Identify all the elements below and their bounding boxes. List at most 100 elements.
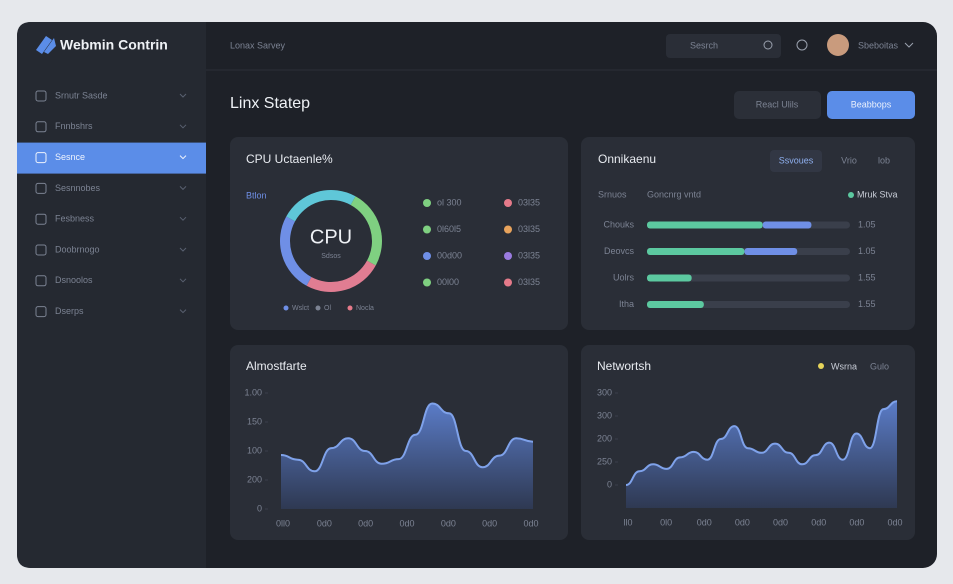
y-tick-label: 200 [247,474,262,484]
menu-item[interactable]: Fnnbshrs [55,121,93,131]
bar-row-label: Itha [619,299,634,309]
search-hint: Lonax Sarvey [230,40,286,50]
user-name[interactable]: Sbeboitas [858,40,899,50]
stat-label: 00l00 [437,277,459,287]
legend-dot [315,305,321,311]
search-button[interactable] [796,39,808,51]
menu-item[interactable]: Dsnoolos [55,275,93,285]
stat-label: 03l35 [518,250,540,260]
usage-col-header: Goncnrg vntd [647,189,701,199]
legend-label: Wslct [292,305,309,312]
area-fill [626,401,897,508]
stat-dot [504,278,512,287]
user-caret[interactable] [904,42,914,48]
button-secondary-label[interactable]: Reacl Ulils [756,99,799,109]
donut-segment [280,216,312,286]
menu-icon [35,244,47,256]
x-tick-label: 0d0 [441,518,456,528]
page-title: Linx Statep [230,95,310,112]
bar-value-label: 1.05 [858,246,876,256]
donut-center: CPU [310,226,352,248]
sidebar-menu: Srnutr Sasde Fnnbshrs Sesnce Sesnnobes Fesbn… [17,90,206,318]
menu-item[interactable]: Fesbness [55,214,95,224]
stat-dot [423,252,431,260]
menu-caret [179,124,187,129]
usage-col-header: Srnuos [598,189,627,199]
stat-dot [504,225,512,234]
x-tick-label: 0ll0 [276,518,290,528]
area-legend-dot [818,363,824,369]
x-tick-label: 0d0 [523,518,538,528]
sidebar [17,22,206,568]
search-box[interactable] [666,34,781,58]
stat-dot [423,225,431,234]
area-line [625,400,898,486]
menu-icon [35,213,47,225]
menu-icon [35,90,47,102]
button-secondary[interactable] [734,91,821,119]
menu-item[interactable]: Doobrnogo [55,244,100,254]
donut-segment [350,196,382,266]
bar-segment [647,274,692,282]
y-tick-label: 100 [247,445,262,455]
donut-segment [306,260,376,292]
search-icon[interactable] [763,40,773,50]
menu-caret [179,278,187,283]
y-tick-label: 1.00 [244,387,262,397]
bar-value-label: 1.05 [858,219,876,229]
donut-segment [286,190,356,222]
bar-segment [647,301,704,308]
x-tick-label: 0d0 [849,517,864,527]
stat-label: 03l35 [518,277,540,287]
area-title: Almostfarte [246,359,307,373]
menu-item[interactable]: Sesnce [55,152,85,162]
stat-label: 00d00 [437,250,462,260]
menu-active [17,142,206,174]
menu-caret [179,216,187,221]
tab-active[interactable] [770,150,822,172]
area-fill [281,403,533,509]
stat-label: 03l35 [518,224,540,234]
area-legend: Wsrna [831,361,857,371]
button-primary[interactable] [827,91,915,119]
legend-label: Nocla [356,305,374,312]
avatar[interactable] [827,34,849,56]
menu-caret [179,155,187,160]
y-tick-label: 250 [597,456,612,466]
area-title: Networtsh [597,359,651,373]
stat-label: 03l35 [518,197,540,207]
x-tick-label: 0d0 [697,517,712,527]
tab[interactable]: Ssvoues [779,155,814,165]
x-tick-label: 0d0 [811,517,826,527]
x-tick-label: 0d0 [358,518,373,528]
stat-dot [504,252,512,260]
button-primary-label[interactable]: Beabbops [851,99,892,109]
y-tick-label: 0 [257,503,262,513]
menu-caret [179,247,187,252]
menu-icon [35,121,47,133]
tab[interactable]: lob [878,155,890,165]
area-legend: Gulo [870,361,889,371]
menu-icon [35,182,47,194]
bar-segment [647,221,763,229]
logo-icon [36,36,56,54]
card-usage [581,137,915,330]
stat-dot [423,278,431,287]
x-tick-label: 0d0 [773,517,788,527]
legend-dot [347,305,353,311]
x-tick-label: 0d0 [482,518,497,528]
x-tick-label: 0d0 [735,517,750,527]
x-tick-label: ll0 [623,517,632,527]
menu-item[interactable]: Srnutr Sasde [55,90,108,100]
tab[interactable]: Vrio [841,155,857,165]
stat-label: 0l60l5 [437,224,461,234]
cpu-tag: Btlon [246,190,267,200]
menu-item[interactable]: Dserps [55,306,84,316]
stat-dot [423,199,431,207]
bar-row-label: Uolrs [613,272,635,282]
menu-item[interactable]: Sesnnobes [55,183,101,193]
usage-legend-dot [848,192,854,198]
bar-segment [744,248,798,255]
